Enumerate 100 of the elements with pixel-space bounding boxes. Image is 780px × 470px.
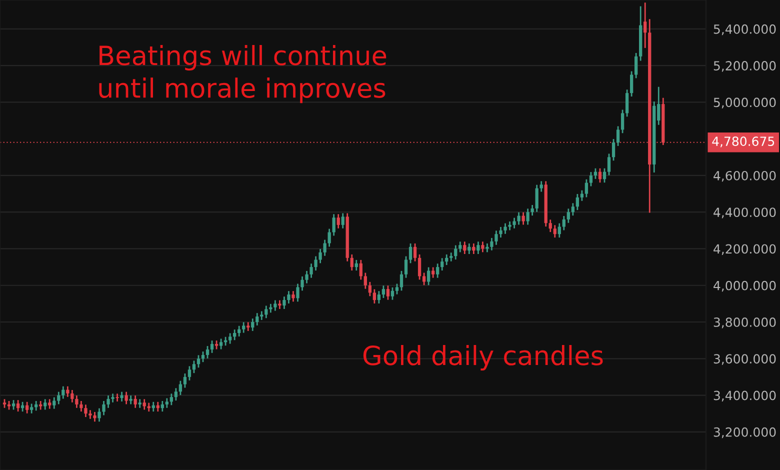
candlestick xyxy=(62,386,65,399)
candlestick xyxy=(422,272,426,286)
candlestick xyxy=(341,213,344,228)
candlestick xyxy=(129,395,132,404)
candlestick xyxy=(264,306,268,318)
candlestick xyxy=(418,254,422,280)
candlestick xyxy=(314,256,318,270)
y-tick-label: 3,600.000 xyxy=(714,354,776,365)
candlestick xyxy=(607,154,611,176)
candlestick xyxy=(540,181,543,192)
candlestick xyxy=(287,291,290,304)
candlestick xyxy=(390,287,394,300)
candlestick xyxy=(282,296,286,309)
candlestick xyxy=(323,240,326,256)
candlestick xyxy=(106,395,110,408)
y-tick-label: 4,200.000 xyxy=(714,244,776,255)
candlestick xyxy=(481,242,484,252)
candlestick xyxy=(350,254,354,270)
candlestick xyxy=(318,248,322,264)
candlestick xyxy=(160,400,164,412)
candlestick xyxy=(39,400,42,410)
candlestick xyxy=(233,330,236,340)
candlestick xyxy=(566,208,570,223)
y-tick-label: 3,400.000 xyxy=(714,390,776,402)
candlestick xyxy=(52,397,56,409)
candlestick xyxy=(192,360,196,374)
candlestick xyxy=(612,139,616,161)
candlestick xyxy=(413,243,417,262)
candlestick xyxy=(395,284,399,294)
candlestick xyxy=(562,216,566,230)
candlestick xyxy=(440,258,444,270)
candlestick xyxy=(450,252,453,262)
candlestick xyxy=(463,242,466,254)
candlestick xyxy=(458,242,462,252)
candlestick xyxy=(454,245,458,260)
candlestick xyxy=(508,221,512,230)
candlestick xyxy=(494,230,498,245)
candlestick xyxy=(571,203,574,216)
y-tick-label: 5,000.000 xyxy=(714,98,776,108)
candlestick xyxy=(75,395,78,408)
candlestick xyxy=(25,402,29,414)
candlestick xyxy=(512,218,516,228)
candlestick xyxy=(426,267,430,286)
candlestick xyxy=(530,205,534,216)
candlestick xyxy=(584,179,588,198)
candlestick xyxy=(174,388,178,401)
candlestick xyxy=(256,313,259,326)
candlestick xyxy=(124,392,128,404)
candlestick xyxy=(634,52,638,78)
candlestick xyxy=(30,404,34,414)
candlestick xyxy=(102,400,106,416)
annotation: Gold daily candles xyxy=(363,345,603,371)
candlestick xyxy=(116,394,119,402)
candlestick xyxy=(504,223,507,234)
candlestick xyxy=(260,311,264,320)
candlestick xyxy=(48,399,52,409)
ref-line-label: 4,780.675 xyxy=(712,136,774,148)
candlestick xyxy=(630,71,634,96)
candlestick xyxy=(400,270,404,291)
candlestick xyxy=(138,399,142,408)
candlestick xyxy=(336,214,340,228)
candlestick xyxy=(644,2,647,48)
candlestick xyxy=(88,410,92,419)
candlestick xyxy=(134,395,137,408)
candlestick xyxy=(57,392,60,404)
y-tick-label: 3,800.000 xyxy=(714,317,776,328)
candlestick xyxy=(576,194,580,210)
candlestick xyxy=(548,220,552,232)
candlestick xyxy=(332,214,336,236)
y-tick-label: 4,000.000 xyxy=(714,280,776,292)
candlestick xyxy=(305,270,308,284)
candlestick xyxy=(66,386,70,397)
candlestick xyxy=(499,226,502,238)
candlestick xyxy=(431,267,435,278)
annotation: Beatings will continue until morale improves xyxy=(99,45,386,104)
candlestick xyxy=(522,212,525,225)
candlestick xyxy=(80,400,83,412)
candlestick xyxy=(328,228,331,247)
candlestick xyxy=(382,286,386,298)
candlestick xyxy=(476,242,480,254)
candlestick xyxy=(589,172,593,186)
candlestick xyxy=(93,412,96,422)
candlestick xyxy=(490,238,494,250)
candlestick xyxy=(364,272,367,289)
candlestick xyxy=(251,318,254,331)
candlestick xyxy=(242,322,246,333)
candlestick xyxy=(165,398,168,408)
candlestick xyxy=(535,184,538,212)
candlestick xyxy=(210,340,214,353)
y-tick-label: 5,400.000 xyxy=(714,24,776,36)
candlestick xyxy=(296,284,300,302)
candlestick xyxy=(206,346,210,358)
candlestick xyxy=(377,291,381,304)
candlestick xyxy=(70,390,74,402)
y-tick-label: 3,200.000 xyxy=(714,427,776,438)
candlestick xyxy=(44,399,47,410)
candlestick xyxy=(486,243,489,252)
candlestick xyxy=(616,126,620,146)
candlestick xyxy=(219,338,223,350)
candlestick xyxy=(16,400,20,412)
